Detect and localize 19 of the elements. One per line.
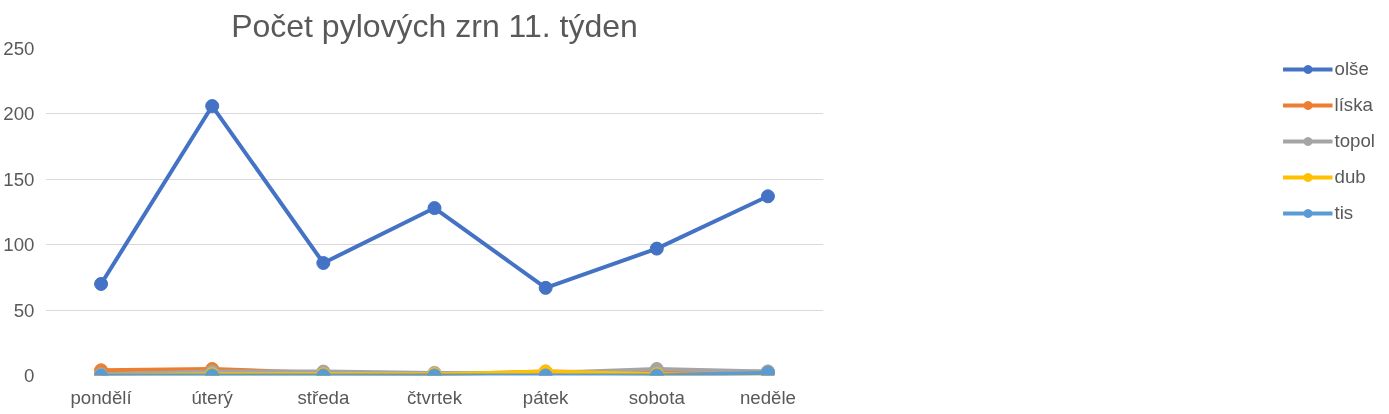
legend-label: topol <box>1334 130 1375 152</box>
y-tick-label: 0 <box>24 365 35 386</box>
legend-label: tis <box>1334 202 1355 224</box>
legend-label: dub <box>1334 166 1366 188</box>
x-tick-label: úterý <box>191 386 234 408</box>
x-tick-label: neděle <box>739 386 796 408</box>
x-tick-label: sobota <box>628 386 686 408</box>
x-tick-label: pondělí <box>70 386 133 408</box>
y-tick-label: 50 <box>13 299 35 321</box>
x-tick-label: čtvrtek <box>407 386 463 408</box>
y-tick-label: 200 <box>3 103 35 125</box>
legend-label: líska <box>1334 94 1373 116</box>
x-tick-label: pátek <box>522 386 570 408</box>
y-tick-label: 100 <box>3 234 35 256</box>
chart-title: Počet pylových zrn 11. týden <box>231 7 638 44</box>
y-tick-label: 250 <box>3 38 35 59</box>
y-tick-label: 150 <box>3 168 35 190</box>
legend-label: olše <box>1334 58 1369 80</box>
x-tick-label: středa <box>297 386 350 408</box>
